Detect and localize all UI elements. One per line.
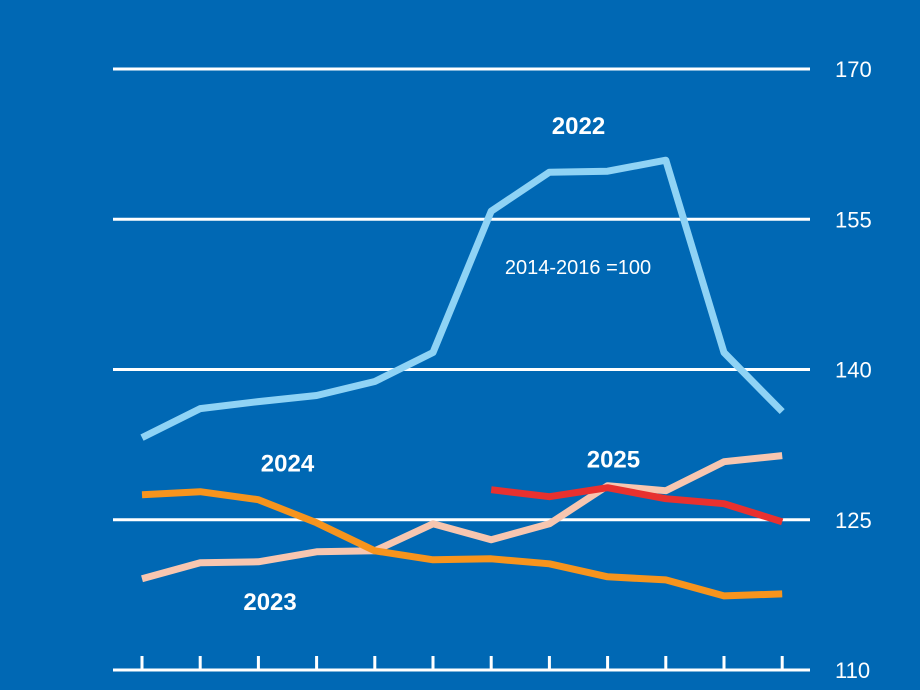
- series-label-2023: 2023: [243, 589, 296, 616]
- series-line-2025: [490, 484, 784, 526]
- base-period-note: 2014-2016 =100: [505, 257, 651, 279]
- series-label-2025: 2025: [587, 447, 640, 474]
- series-line-2023: [141, 452, 783, 583]
- y-tick-label-140: 140: [835, 358, 872, 383]
- gridlines: [113, 67, 810, 672]
- y-tick-label-110: 110: [835, 658, 870, 683]
- series-line-2022: [140, 156, 785, 441]
- series-label-2022: 2022: [552, 113, 605, 140]
- x-axis: [140, 656, 784, 670]
- y-tick-label-125: 125: [835, 508, 872, 533]
- series-lines: [140, 156, 785, 600]
- series-label-2024: 2024: [261, 451, 315, 478]
- series-line-2024: [141, 488, 783, 600]
- y-tick-label-170: 170: [835, 57, 872, 82]
- y-axis-tick-labels: 110 125 140 155 170: [835, 57, 872, 683]
- series-labels: 2022 2023 2024 2025: [243, 113, 640, 616]
- y-tick-label-155: 155: [835, 207, 872, 232]
